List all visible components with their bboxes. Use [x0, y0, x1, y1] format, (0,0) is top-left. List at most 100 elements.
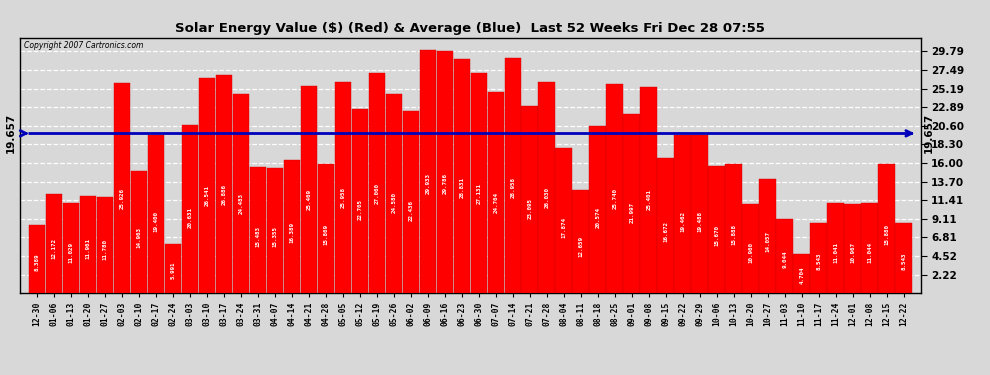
Bar: [351, 109, 368, 292]
Text: 20.631: 20.631: [187, 207, 192, 228]
Text: 16.672: 16.672: [663, 221, 668, 242]
Bar: [453, 59, 470, 292]
Bar: [674, 135, 691, 292]
Text: 15.869: 15.869: [324, 224, 329, 245]
Bar: [896, 224, 912, 292]
Text: 5.991: 5.991: [170, 262, 175, 279]
Bar: [79, 196, 96, 292]
Text: 27.131: 27.131: [476, 183, 481, 204]
Text: 19.400: 19.400: [153, 211, 158, 232]
Bar: [555, 148, 572, 292]
Text: 23.095: 23.095: [528, 198, 533, 219]
Bar: [437, 51, 453, 292]
Bar: [624, 114, 640, 292]
Text: 25.401: 25.401: [646, 189, 651, 210]
Text: 12.172: 12.172: [51, 238, 56, 259]
Bar: [539, 82, 555, 292]
Text: 8.543: 8.543: [816, 253, 822, 270]
Bar: [811, 224, 827, 292]
Text: 11.961: 11.961: [85, 238, 90, 260]
Text: 15.483: 15.483: [255, 226, 260, 247]
Bar: [487, 92, 504, 292]
Bar: [266, 168, 283, 292]
Text: 4.704: 4.704: [799, 267, 804, 284]
Bar: [318, 164, 334, 292]
Text: 15.888: 15.888: [732, 224, 737, 245]
Text: 11.044: 11.044: [867, 242, 872, 263]
Bar: [164, 244, 181, 292]
Text: 15.670: 15.670: [714, 225, 719, 246]
Bar: [62, 203, 79, 292]
Text: 26.886: 26.886: [222, 184, 227, 205]
Text: 19.462: 19.462: [680, 211, 685, 232]
Text: 15.355: 15.355: [272, 226, 277, 247]
Text: 19.657: 19.657: [925, 113, 935, 153]
Text: 11.029: 11.029: [68, 242, 73, 263]
Bar: [148, 135, 164, 292]
Bar: [199, 78, 215, 292]
Text: 10.967: 10.967: [850, 242, 855, 263]
Text: 24.483: 24.483: [239, 193, 244, 214]
Text: 15.880: 15.880: [884, 224, 889, 245]
Bar: [385, 93, 402, 292]
Bar: [368, 74, 385, 292]
Text: 12.659: 12.659: [578, 236, 583, 257]
Bar: [828, 203, 843, 292]
Bar: [759, 179, 776, 292]
Bar: [505, 58, 521, 292]
Text: 8.389: 8.389: [35, 253, 40, 271]
Bar: [114, 82, 130, 292]
Bar: [301, 86, 317, 292]
Text: 11.780: 11.780: [102, 239, 107, 260]
Text: 22.436: 22.436: [408, 200, 413, 221]
Bar: [46, 194, 62, 292]
Bar: [742, 204, 759, 292]
Text: 29.933: 29.933: [426, 173, 431, 194]
Text: 14.963: 14.963: [137, 228, 142, 249]
Bar: [793, 254, 810, 292]
Text: 25.469: 25.469: [306, 189, 311, 210]
Text: 20.574: 20.574: [595, 207, 600, 228]
Bar: [420, 50, 436, 292]
Bar: [589, 126, 606, 292]
Bar: [709, 166, 725, 292]
Bar: [844, 204, 861, 292]
Title: Solar Energy Value ($) (Red) & Average (Blue)  Last 52 Weeks Fri Dec 28 07:55: Solar Energy Value ($) (Red) & Average (…: [175, 22, 765, 35]
Text: 26.030: 26.030: [544, 187, 549, 208]
Bar: [878, 164, 895, 292]
Text: 22.705: 22.705: [357, 199, 362, 220]
Bar: [572, 190, 589, 292]
Bar: [607, 84, 623, 292]
Text: 26.541: 26.541: [204, 185, 209, 206]
Bar: [726, 164, 742, 292]
Text: 21.997: 21.997: [630, 202, 635, 223]
Text: 19.488: 19.488: [697, 211, 702, 232]
Bar: [97, 197, 113, 292]
Bar: [403, 111, 419, 292]
Bar: [29, 225, 45, 292]
Bar: [691, 135, 708, 292]
Text: 19.657: 19.657: [6, 113, 16, 153]
Bar: [283, 160, 300, 292]
Text: 28.831: 28.831: [459, 177, 464, 198]
Text: 17.874: 17.874: [561, 217, 566, 238]
Bar: [216, 75, 232, 292]
Bar: [181, 126, 198, 292]
Text: 11.041: 11.041: [834, 242, 839, 263]
Bar: [249, 167, 266, 292]
Bar: [776, 219, 793, 292]
Text: 25.926: 25.926: [119, 188, 125, 209]
Bar: [335, 82, 351, 292]
Text: 9.044: 9.044: [782, 251, 787, 268]
Bar: [131, 171, 148, 292]
Text: 24.580: 24.580: [391, 192, 396, 213]
Text: Copyright 2007 Cartronics.com: Copyright 2007 Cartronics.com: [25, 41, 144, 50]
Text: 27.060: 27.060: [374, 183, 379, 204]
Bar: [233, 94, 249, 292]
Text: 14.057: 14.057: [765, 231, 770, 252]
Bar: [861, 203, 878, 292]
Bar: [470, 73, 487, 292]
Text: 24.764: 24.764: [493, 192, 498, 213]
Text: 29.786: 29.786: [443, 174, 447, 195]
Text: 16.389: 16.389: [289, 222, 294, 243]
